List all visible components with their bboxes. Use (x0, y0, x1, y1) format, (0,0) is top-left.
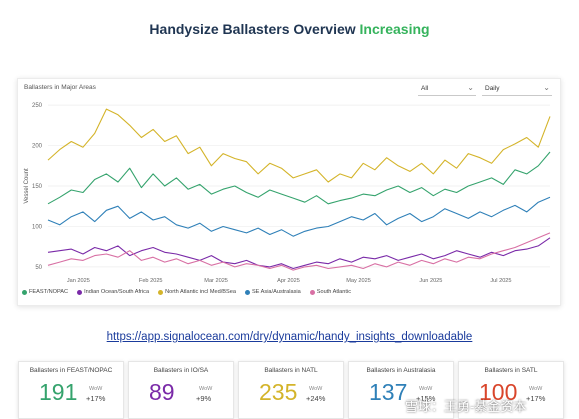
page-title: Handysize Ballasters Overview Increasing (0, 21, 579, 37)
stat-card-value: 191 (39, 379, 78, 405)
stat-card-value: 100 (479, 379, 518, 405)
legend-label: North Atlantic incl Med/BSea (165, 289, 236, 295)
stat-card-io-sa: Ballasters in IO/SA 89 WoW +9% (128, 361, 234, 419)
legend-marker (244, 289, 250, 295)
x-tick-label: Apr 2025 (277, 278, 300, 284)
y-tick-label: 50 (35, 265, 42, 271)
stat-card-title: Ballasters in FEAST/NOPAC (29, 367, 113, 374)
stat-card-wow-value: +24% (306, 394, 326, 403)
series-line-se-asia-australasia (47, 196, 551, 237)
y-tick-label: 100 (32, 224, 43, 230)
series-line-south-atlantic (47, 232, 551, 271)
stat-card-title: Ballasters in IO/SA (153, 367, 209, 374)
chart-legend: FEAST/NOPAC Indian Ocean/South Africa Nort… (22, 289, 351, 295)
legend-label: Indian Ocean/South Africa (84, 289, 150, 295)
legend-marker (77, 289, 83, 295)
legend-marker (22, 289, 27, 295)
x-tick-label: Jun 2025 (419, 278, 442, 284)
legend-item: SE Asia/Australasia (244, 289, 301, 295)
stat-card-wow-label: WoW (419, 386, 433, 392)
legend-marker (309, 289, 315, 295)
legend-item: Indian Ocean/South Africa (77, 289, 149, 295)
legend-label: SE Asia/Australasia (251, 289, 301, 295)
period-filter-value: Daily (485, 85, 500, 92)
stat-card-feast-nopac: Ballasters in FEAST/NOPAC 191 WoW +17% (18, 361, 124, 419)
y-tick-label: 150 (32, 184, 43, 190)
chart-title: Ballasters in Major Areas (24, 84, 96, 91)
legend-marker (158, 289, 164, 295)
title-main: Handysize Ballasters Overview (149, 21, 356, 37)
stat-card-wow-label: WoW (529, 386, 543, 392)
chevron-down-icon: ⌄ (543, 83, 550, 92)
stat-card-wow-label: WoW (199, 386, 213, 392)
region-filter-dropdown[interactable]: All ⌄ (418, 83, 476, 96)
y-tick-label: 250 (32, 103, 43, 109)
legend-item: FEAST/NOPAC (22, 289, 68, 295)
stat-card-value: 89 (149, 379, 175, 405)
stat-card-wow-value: +15% (416, 394, 436, 403)
stat-card-australasia: Ballasters in Australasia 137 WoW +15% (348, 361, 454, 419)
line-chart: 50 100 150 200 250 Jan 2025 Feb 2025 Mar 2025 Ap… (24, 103, 551, 284)
legend-item: North Atlantic incl Med/BSea (158, 289, 236, 295)
x-tick-label: Jul 2025 (490, 278, 511, 284)
series-line-feast-nopac (47, 151, 551, 205)
period-filter-dropdown[interactable]: Daily ⌄ (482, 83, 552, 96)
legend-label: FEAST/NOPAC (29, 289, 69, 295)
stat-card-title: Ballasters in Australasia (366, 367, 436, 374)
x-tick-label: Mar 2025 (204, 278, 228, 284)
stat-card-title: Ballasters in NATL (264, 367, 318, 374)
stat-card-wow-label: WoW (89, 386, 103, 392)
watermark-text: 雪球：王勇-綦金资本 (405, 399, 527, 414)
y-axis-label: Vessel Count (24, 168, 30, 204)
series-line-indian-ocean-south-africa (47, 237, 551, 270)
stat-card-value: 235 (259, 379, 298, 405)
stat-card-wow-value: +9% (196, 394, 212, 403)
stat-card-wow-label: WoW (309, 386, 323, 392)
stat-card-wow-value: +17% (86, 394, 106, 403)
stat-card-natl: Ballasters in NATL 235 WoW +24% (238, 361, 344, 419)
stat-card-value: 137 (369, 379, 408, 405)
legend-item: South Atlantic (309, 289, 351, 295)
x-tick-label: Feb 2025 (139, 278, 163, 284)
y-tick-label: 200 (32, 144, 43, 150)
chart-panel: 50 100 150 200 250 Jan 2025 Feb 2025 Mar 2025 Ap… (17, 78, 561, 306)
x-tick-label: May 2025 (346, 278, 371, 284)
series-line-north-atlantic-incl-med-bsea (47, 108, 551, 183)
signalocean-link[interactable]: https://app.signalocean.com/dry/dynamic/… (106, 331, 473, 343)
stat-card-title: Ballasters in SATL (484, 367, 538, 374)
chevron-down-icon: ⌄ (467, 83, 474, 92)
region-filter-value: All (421, 85, 429, 92)
title-accent: Increasing (359, 21, 430, 37)
x-tick-label: Jan 2025 (67, 278, 90, 284)
stat-card-wow-value: +17% (526, 394, 546, 403)
legend-label: South Atlantic (316, 289, 351, 295)
